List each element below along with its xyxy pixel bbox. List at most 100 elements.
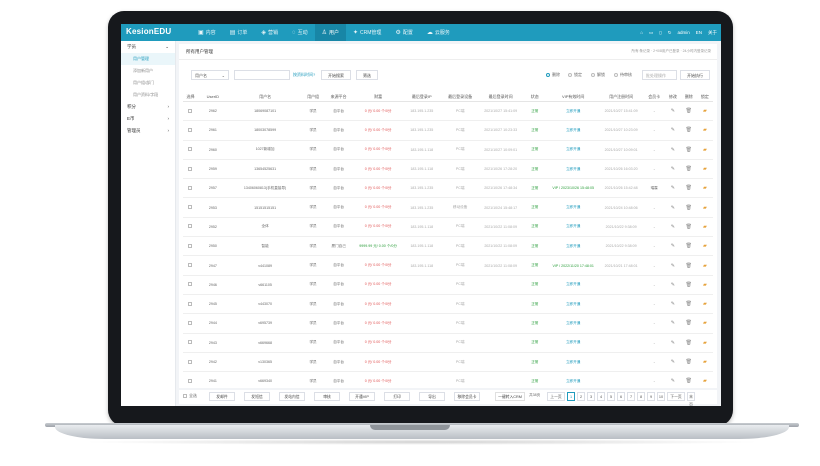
lock-icon[interactable]: ▰	[702, 204, 707, 211]
bottom-button-7[interactable]: 移除会员卡	[454, 392, 480, 401]
nav-item-1[interactable]: ▤ 订单	[223, 24, 255, 41]
cell-name[interactable]: 13654525631	[227, 159, 303, 180]
select-all-checkbox[interactable]: 全选	[183, 393, 197, 399]
sidebar-group-points[interactable]: 积分 ›	[127, 104, 169, 109]
page-link[interactable]: 3	[587, 392, 595, 401]
search-input[interactable]	[234, 70, 290, 80]
lang-switch[interactable]: EN	[695, 30, 702, 35]
row-checkbox[interactable]	[188, 301, 193, 306]
delete-icon[interactable]: 🗑	[685, 127, 692, 134]
delete-icon[interactable]: 🗑	[685, 108, 692, 115]
lock-icon[interactable]: ▰	[702, 281, 707, 288]
table-row[interactable]: 2957 13406060813(手机直接导) 学员 自平台 0 元/ 0.00 个/0…	[183, 178, 713, 199]
delete-icon[interactable]: 🗑	[685, 204, 692, 211]
table-row[interactable]: 2941 v669340 学员 自平台 0 元/ 0.00 个/0分 PC端 正常 立即开通 -…	[183, 371, 713, 392]
nav-item-5[interactable]: ✦ CRM管理	[346, 24, 388, 41]
row-checkbox[interactable]	[188, 263, 193, 268]
lock-icon[interactable]: ▰	[702, 339, 707, 346]
table-row[interactable]: 2943 v669668 学员 自平台 0 元/ 0.00 个/0分 PC端 正常 立即开通 -…	[183, 333, 713, 353]
nav-item-2[interactable]: ◈ 营销	[254, 24, 285, 41]
page-link[interactable]: 9	[647, 392, 655, 401]
nav-item-0[interactable]: ▣ 内容	[191, 24, 223, 41]
sidebar-group-ecoin[interactable]: E币 ›	[127, 116, 169, 121]
cell-name[interactable]: v130365	[227, 352, 303, 373]
app-logo[interactable]: KesionEDU	[126, 27, 172, 36]
nav-item-4[interactable]: ♙ 用户	[314, 24, 347, 41]
edit-icon[interactable]: ✎	[670, 223, 675, 230]
bottom-button-0[interactable]: 发邮件	[209, 392, 235, 401]
cell-name[interactable]: v443070	[227, 294, 303, 315]
cell-vip[interactable]: VIP / 2022/11/20 17:48:01	[547, 255, 599, 276]
cell-name[interactable]: 1027新增加	[227, 140, 303, 160]
cell-name[interactable]: 18069087101	[227, 101, 303, 122]
table-row[interactable]: 2961 18003078599 学员 自平台 0 元/ 0.00 个/0分 183.19…	[183, 120, 713, 141]
edit-icon[interactable]: ✎	[670, 281, 675, 288]
cell-name[interactable]: v669340	[227, 371, 303, 392]
cell-name[interactable]: v695739	[227, 313, 303, 334]
delete-icon[interactable]: 🗑	[685, 320, 692, 327]
user-menu[interactable]: admin	[677, 30, 690, 35]
monitor-icon[interactable]: ▭	[648, 29, 654, 35]
execute-button[interactable]: 开始执行	[680, 70, 710, 80]
table-row[interactable]: 2945 v443070 学员 自平台 0 元/ 0.00 个/0分 PC端 正常 立即开通 -…	[183, 294, 713, 315]
edit-icon[interactable]: ✎	[670, 127, 675, 134]
edit-icon[interactable]: ✎	[670, 166, 675, 173]
edit-icon[interactable]: ✎	[670, 359, 675, 365]
cell-vip[interactable]: 立即开通	[547, 120, 599, 141]
lock-icon[interactable]: ▰	[702, 262, 707, 269]
edit-icon[interactable]: ✎	[670, 301, 675, 308]
table-row[interactable]: 2960 1027新增加 学员 自平台 0 元/ 0.00 个/0分 183.195.1.…	[183, 140, 713, 160]
cell-vip[interactable]: 立即开通	[547, 294, 599, 315]
edit-icon[interactable]: ✎	[670, 243, 675, 250]
delete-icon[interactable]: 🗑	[685, 146, 692, 153]
table-row[interactable]: 2942 v130365 学员 自平台 0 元/ 0.00 个/0分 PC端 正常 立即开通 -…	[183, 352, 713, 373]
page-link[interactable]: 上一页	[547, 392, 565, 401]
bottom-button-6[interactable]: 导出	[419, 392, 445, 401]
search-button[interactable]: 开始搜索	[321, 70, 351, 80]
advanced-search-link[interactable]: 按资料时间?	[293, 72, 316, 77]
cell-vip[interactable]: 立即开通	[547, 140, 599, 160]
bottom-button-4[interactable]: 开通VIP	[349, 392, 375, 401]
crm-button[interactable]: 一键转入CRM	[495, 392, 525, 401]
edit-icon[interactable]: ✎	[670, 185, 675, 192]
cell-name[interactable]: v669668	[227, 333, 303, 353]
table-row[interactable]: 2962 18069087101 学员 自平台 0 元/ 0.00 个/0分 183.19…	[183, 101, 713, 122]
sidebar-item-user-management[interactable]: 用户管理	[121, 53, 175, 65]
row-checkbox[interactable]	[188, 359, 193, 364]
nav-item-6[interactable]: ⚙ 配置	[388, 24, 419, 41]
page-link[interactable]: 10	[657, 392, 665, 401]
row-checkbox[interactable]	[188, 320, 193, 325]
edit-icon[interactable]: ✎	[670, 320, 675, 327]
cell-vip[interactable]: 立即开通	[547, 159, 599, 180]
radio-lock[interactable]: 锁定	[568, 72, 582, 78]
sidebar-group-admin[interactable]: 管理员 ›	[127, 128, 169, 133]
delete-icon[interactable]: 🗑	[685, 185, 692, 192]
bottom-button-1[interactable]: 发短信	[244, 392, 270, 401]
lock-icon[interactable]: ▰	[702, 359, 707, 365]
delete-icon[interactable]: 🗑	[685, 166, 692, 173]
field-select[interactable]: 用户名 ⌄	[191, 70, 229, 80]
table-row[interactable]: 2952 全体 学员 自平台 0 元/ 0.00 个/0分 183.195.1.118 PC…	[183, 217, 713, 238]
sidebar-item-user-fields[interactable]: 用户资料/字段	[133, 92, 159, 97]
mobile-icon[interactable]: ▯	[659, 29, 662, 35]
delete-icon[interactable]: 🗑	[685, 339, 692, 346]
page-link[interactable]: 5	[607, 392, 615, 401]
lock-icon[interactable]: ▰	[702, 378, 707, 385]
sidebar-group-students[interactable]: 学员 ⌄	[127, 44, 169, 49]
filter-button[interactable]: 筛选	[356, 70, 378, 80]
table-row[interactable]: 2953 15151515151 学员 自平台 0 元/ 0.00 个/0分 183.19…	[183, 197, 713, 218]
page-link[interactable]: 末页	[687, 392, 695, 406]
table-row[interactable]: 2947 v441089 学员 自平台 0 元/ 0.00 个/0分 183.195.1.…	[183, 255, 713, 276]
edit-icon[interactable]: ✎	[670, 339, 675, 346]
lock-icon[interactable]: ▰	[702, 320, 707, 327]
delete-icon[interactable]: 🗑	[685, 262, 692, 269]
delete-icon[interactable]: 🗑	[685, 281, 692, 288]
lock-icon[interactable]: ▰	[702, 166, 707, 173]
page-link[interactable]: 8	[637, 392, 645, 401]
cell-name[interactable]: 15151515151	[227, 197, 303, 218]
delete-icon[interactable]: 🗑	[685, 223, 692, 230]
cell-name[interactable]: 18003078599	[227, 120, 303, 141]
cell-name[interactable]: 13406060813(手机直接导)	[227, 178, 303, 199]
cell-vip[interactable]: 立即开通	[547, 101, 599, 122]
page-link[interactable]: 下一页	[667, 392, 685, 401]
